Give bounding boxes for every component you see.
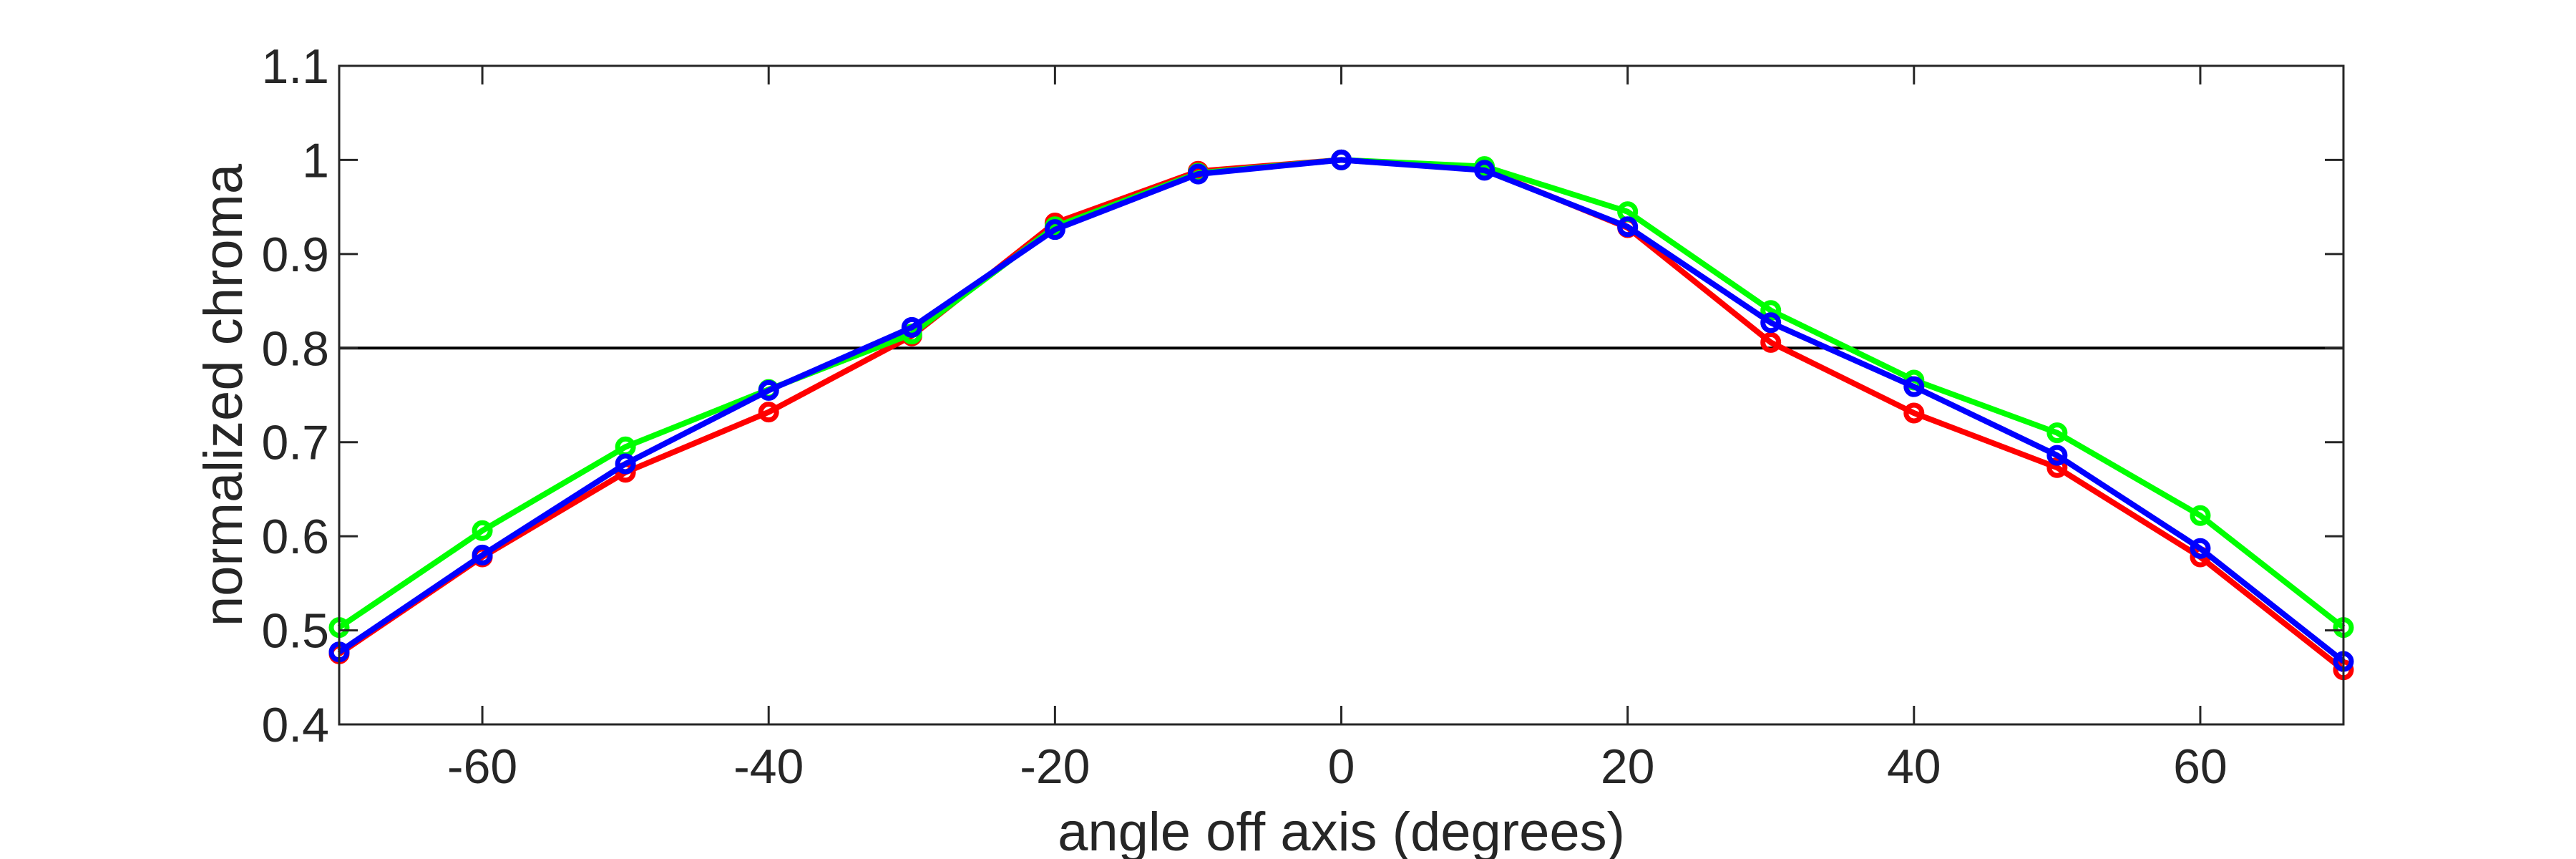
data-point <box>2046 445 2068 466</box>
y-axis-title: normalized chroma <box>193 163 254 626</box>
data-point <box>758 402 779 423</box>
x-axis-title: angle off axis (degrees) <box>1058 802 1625 859</box>
y-tick-label: 1 <box>302 133 329 188</box>
data-point <box>472 544 493 566</box>
y-tick-label: 0.6 <box>261 510 329 564</box>
data-point <box>1474 160 1496 181</box>
data-point <box>1044 219 1065 241</box>
data-layer <box>328 149 2354 681</box>
data-point <box>1617 216 1639 238</box>
data-point <box>901 316 922 338</box>
y-tick-label: 0.7 <box>261 416 329 470</box>
data-point <box>758 379 779 401</box>
data-point <box>1760 331 1782 353</box>
x-tick-label: -20 <box>1020 739 1090 794</box>
y-tick-label: 0.9 <box>261 228 329 282</box>
data-point <box>2046 422 2068 444</box>
x-tick-label: -40 <box>733 739 804 794</box>
x-tick-label: 0 <box>1328 739 1355 794</box>
x-tick-label: 60 <box>2173 739 2228 794</box>
data-point <box>615 453 636 475</box>
data-point <box>1760 312 1782 334</box>
x-tick-label: 20 <box>1601 739 1655 794</box>
y-tick-label: 0.8 <box>261 321 329 376</box>
data-point <box>1331 149 1352 170</box>
x-tick-label: 40 <box>1887 739 1941 794</box>
y-tick-label: 0.5 <box>261 604 329 659</box>
data-point <box>472 520 493 541</box>
y-tick-label: 1.1 <box>261 39 329 94</box>
data-point <box>1903 402 1925 424</box>
data-point <box>1187 163 1209 185</box>
y-tick-label: 0.4 <box>261 698 329 752</box>
x-tick-label: -60 <box>447 739 517 794</box>
data-point <box>1903 376 1925 397</box>
data-point <box>2046 457 2068 478</box>
series-line-3 <box>337 157 2346 664</box>
data-point <box>2190 505 2211 526</box>
data-point <box>2190 538 2211 559</box>
tick-layer: -60 -40 -20 0 20 40 60 0.4 0.5 0.6 0.7 0.8 0.9 1 1.1 <box>261 39 2343 794</box>
data-point <box>1760 300 1782 321</box>
